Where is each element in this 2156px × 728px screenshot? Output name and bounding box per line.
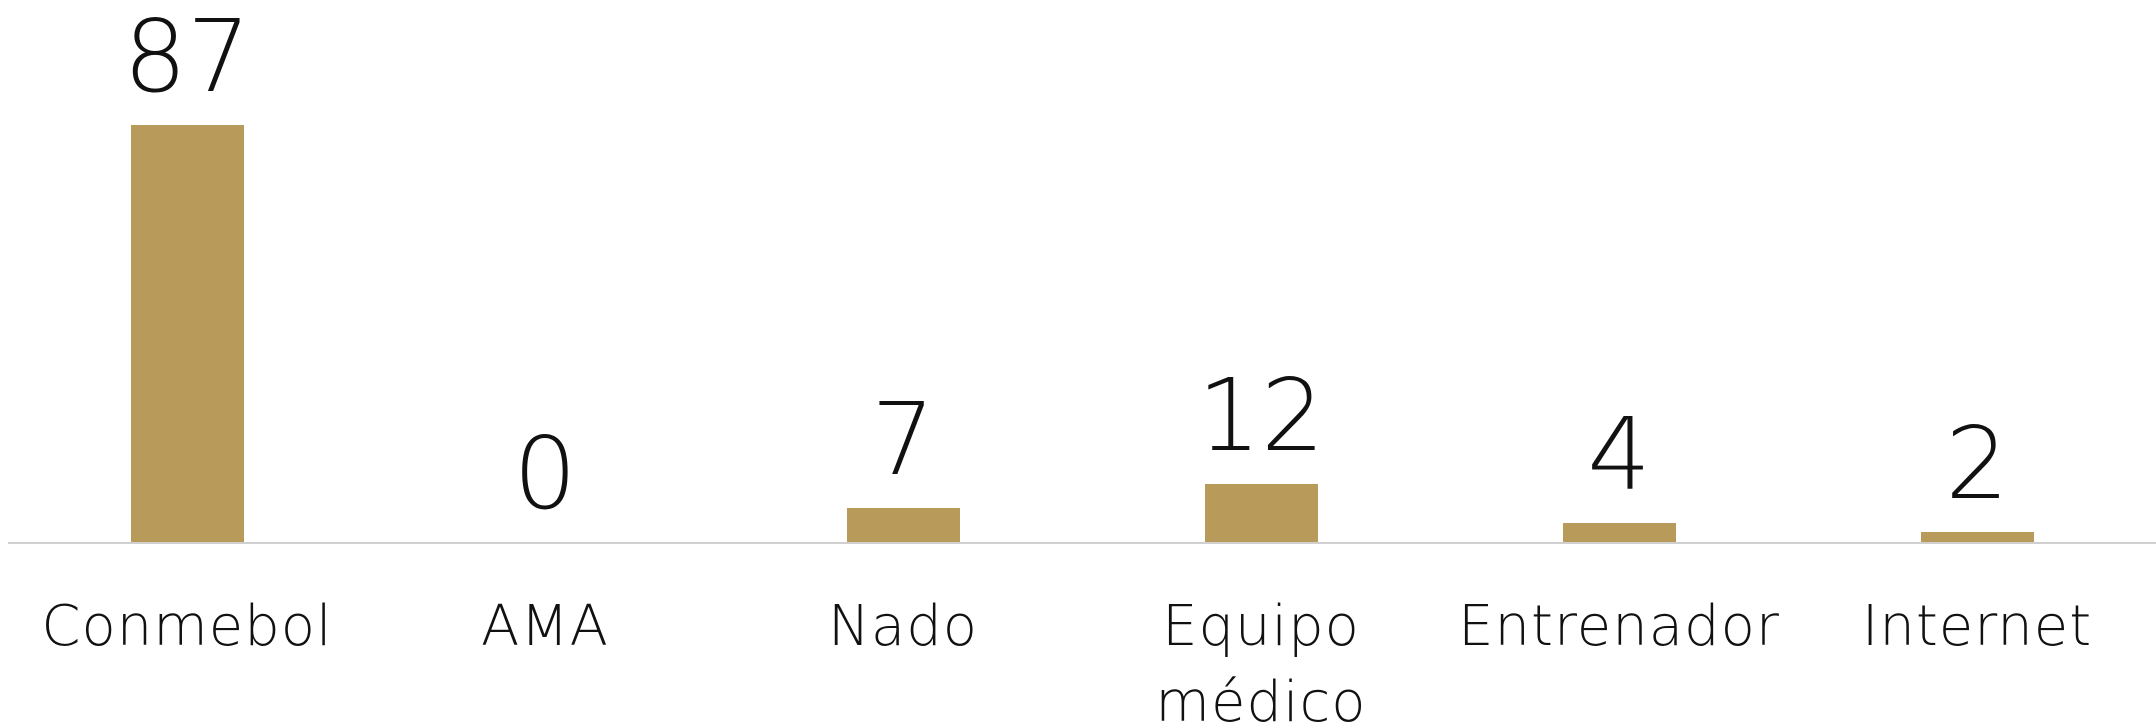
value-label: 12: [1197, 357, 1325, 475]
bar: [130, 125, 244, 542]
category-label: Nado: [827, 594, 978, 659]
category-label: Internet: [1861, 594, 2093, 659]
category-label: AMA: [481, 594, 609, 659]
category-label: Conmebol: [41, 594, 333, 659]
bar: [1204, 484, 1318, 542]
value-label: 87: [123, 0, 251, 115]
bar: [1562, 522, 1676, 542]
category-label: Equipo médico: [1155, 594, 1367, 728]
category-label: Entrenador: [1458, 594, 1780, 659]
baseline: [8, 542, 2156, 544]
value-label: 4: [1587, 395, 1651, 513]
bar: [1920, 532, 2034, 542]
value-label: 7: [871, 381, 935, 499]
bar: [846, 508, 960, 542]
value-label: 2: [1945, 405, 2009, 523]
value-label: 0: [513, 415, 577, 532]
